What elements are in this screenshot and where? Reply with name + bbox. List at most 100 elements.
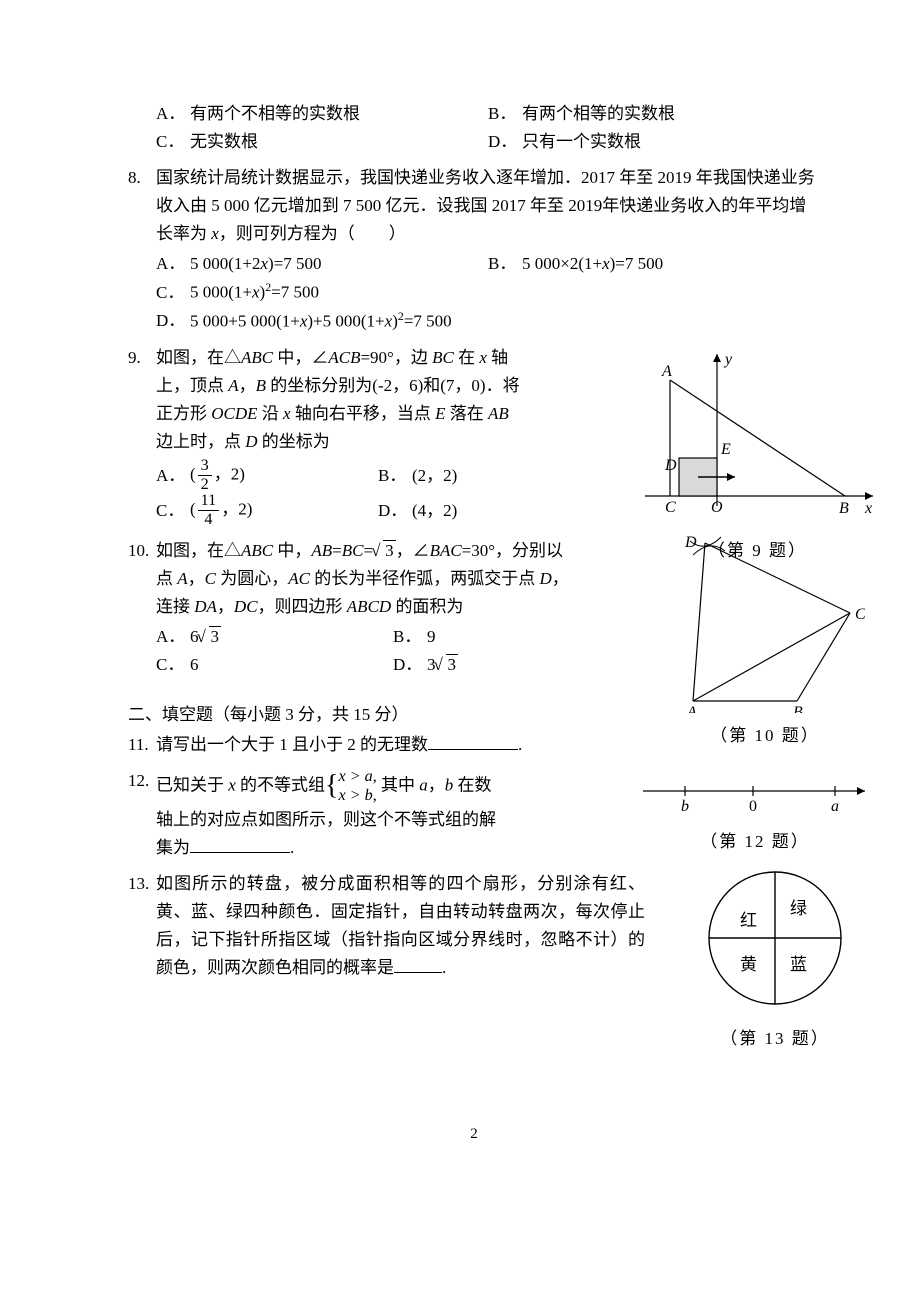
q7-option-d: D．只有一个实数根 bbox=[488, 128, 820, 156]
option-text: (32，2) bbox=[190, 458, 245, 493]
q9-line1: 如图，在△ABC 中，∠ACB=90°，边 BC 在 x 轴 bbox=[156, 344, 600, 372]
page-number: 2 bbox=[128, 1122, 820, 1147]
option-letter: A． bbox=[156, 623, 190, 651]
option-text: 63 bbox=[190, 623, 221, 651]
svg-text:B: B bbox=[839, 500, 849, 517]
option-letter: B． bbox=[393, 623, 427, 651]
option-text: (2，2) bbox=[412, 462, 457, 490]
q10-line1: 如图，在△ABC 中，AB=BC=3，∠BAC=30°，分别以 bbox=[156, 537, 630, 565]
option-text: 5 000×2(1+x)=7 500 bbox=[522, 250, 663, 278]
option-letter: C． bbox=[156, 497, 190, 525]
q8-option-a: A．5 000(1+2x)=7 500 bbox=[156, 250, 488, 278]
option-text: 有两个不相等的实数根 bbox=[190, 100, 360, 128]
option-text: (4，2) bbox=[412, 497, 457, 525]
svg-text:D: D bbox=[684, 534, 697, 551]
q8-option-c: C．5 000(1+x)2=7 500 bbox=[156, 278, 488, 307]
svg-text:E: E bbox=[720, 441, 731, 458]
q9-line2: 上，顶点 A，B 的坐标分别为(-2，6)和(7，0)．将 bbox=[156, 372, 600, 400]
q12-line2: 轴上的对应点如图所示，则这个不等式组的解 bbox=[156, 806, 590, 834]
option-letter: D． bbox=[393, 651, 427, 679]
q12-svg: b 0 a bbox=[635, 777, 875, 819]
svg-text:D: D bbox=[664, 457, 677, 474]
option-text: 33 bbox=[427, 651, 458, 679]
svg-text:b: b bbox=[681, 798, 689, 815]
q10-line2: 点 A，C 为圆心，AC 的长为半径作弧，两弧交于点 D， bbox=[156, 565, 630, 593]
svg-text:0: 0 bbox=[749, 798, 757, 815]
q11-end: . bbox=[518, 735, 522, 754]
question-number: 13. bbox=[128, 870, 156, 898]
svg-text:a: a bbox=[831, 798, 839, 815]
option-letter: D． bbox=[378, 497, 412, 525]
q10-option-a: A．63 bbox=[156, 623, 393, 651]
q12-line1: 已知关于 x 的不等式组{x > a,x > b, 其中 a，b 在数 bbox=[156, 767, 590, 806]
option-text: 只有一个实数根 bbox=[522, 128, 641, 156]
q10-caption: （第 10 题） bbox=[665, 722, 865, 750]
option-text: 5 000(1+x)2=7 500 bbox=[190, 278, 319, 307]
option-text: 无实数根 bbox=[190, 128, 258, 156]
option-letter: A． bbox=[156, 100, 190, 128]
question-number: 11. bbox=[128, 731, 156, 759]
option-letter: C． bbox=[156, 279, 190, 307]
q10-svg: D C A B bbox=[665, 533, 865, 713]
svg-text:C: C bbox=[665, 499, 676, 516]
question-number: 8. bbox=[128, 164, 156, 192]
q13-caption: （第 13 题） bbox=[690, 1025, 860, 1053]
option-letter: C． bbox=[156, 128, 190, 156]
option-text: 6 bbox=[190, 651, 199, 679]
option-letter: B． bbox=[378, 462, 412, 490]
option-text: 有两个相等的实数根 bbox=[522, 100, 675, 128]
question-number: 9. bbox=[128, 344, 156, 372]
q10-option-c: C．6 bbox=[156, 651, 393, 679]
option-letter: C． bbox=[156, 651, 190, 679]
q8-text: 国家统计局统计数据显示，我国快递业务收入逐年增加．2017 年至 2019 年我… bbox=[156, 168, 815, 243]
option-letter: A． bbox=[156, 250, 190, 278]
q7-option-c: C．无实数根 bbox=[156, 128, 488, 156]
q9-svg: y A E D C O B x bbox=[635, 348, 880, 528]
svg-text:红: 红 bbox=[740, 911, 757, 930]
q13-svg: 红 绿 黄 蓝 bbox=[690, 866, 860, 1016]
q9-option-b: B．(2，2) bbox=[378, 458, 600, 493]
q12-caption: （第 12 题） bbox=[635, 828, 875, 856]
question-12: b 0 a （第 12 题） 12. 已知关于 x 的不等式组{x > a,x … bbox=[128, 767, 820, 862]
q10-option-b: B．9 bbox=[393, 623, 630, 651]
question-number: 10. bbox=[128, 537, 156, 565]
question-7-options: A．有两个不相等的实数根 B．有两个相等的实数根 C．无实数根 D．只有一个实数… bbox=[128, 100, 820, 156]
svg-text:B: B bbox=[793, 704, 803, 713]
q10-figure: D C A B （第 10 题） bbox=[665, 533, 865, 750]
svg-text:黄: 黄 bbox=[740, 955, 757, 974]
option-text: 5 000+5 000(1+x)+5 000(1+x)2=7 500 bbox=[190, 307, 452, 336]
question-13: 红 绿 黄 蓝 （第 13 题） 13. 如图所示的转盘，被分成面积相等的四个扇… bbox=[128, 870, 820, 982]
option-letter: B． bbox=[488, 250, 522, 278]
blank-line bbox=[428, 749, 518, 750]
blank-line bbox=[394, 972, 442, 973]
question-8: 8. 国家统计局统计数据显示，我国快递业务收入逐年增加．2017 年至 2019… bbox=[128, 164, 820, 336]
option-text: 9 bbox=[427, 623, 436, 651]
option-letter: D． bbox=[156, 307, 190, 335]
svg-text:蓝: 蓝 bbox=[790, 955, 807, 974]
q8-option-d: D．5 000+5 000(1+x)+5 000(1+x)2=7 500 bbox=[156, 307, 581, 336]
q7-option-a: A．有两个不相等的实数根 bbox=[156, 100, 488, 128]
q10-option-d: D．33 bbox=[393, 651, 630, 679]
option-text: (114，2) bbox=[190, 493, 252, 528]
q12-figure: b 0 a （第 12 题） bbox=[635, 777, 875, 856]
question-number: 12. bbox=[128, 767, 156, 795]
svg-text:y: y bbox=[723, 351, 733, 368]
q11-text: 请写出一个大于 1 且小于 2 的无理数 bbox=[156, 735, 428, 754]
svg-text:绿: 绿 bbox=[790, 899, 807, 918]
q9-option-d: D．(4，2) bbox=[378, 493, 600, 528]
q9-line3: 正方形 OCDE 沿 x 轴向右平移，当点 E 落在 AB bbox=[156, 400, 600, 428]
option-letter: B． bbox=[488, 100, 522, 128]
svg-text:C: C bbox=[855, 606, 865, 623]
svg-text:O: O bbox=[711, 499, 723, 516]
option-letter: D． bbox=[488, 128, 522, 156]
svg-text:x: x bbox=[864, 500, 872, 517]
blank-line bbox=[190, 852, 290, 853]
q7-option-b: B．有两个相等的实数根 bbox=[488, 100, 820, 128]
option-text: 5 000(1+2x)=7 500 bbox=[190, 250, 322, 278]
q9-option-a: A．(32，2) bbox=[156, 458, 378, 493]
q12-line3: 集为. bbox=[156, 834, 590, 862]
q13-text: 如图所示的转盘，被分成面积相等的四个扇形，分别涂有红、黄、蓝、绿四种颜色．固定指… bbox=[156, 874, 645, 977]
svg-text:A: A bbox=[686, 704, 697, 713]
option-letter: A． bbox=[156, 462, 190, 490]
q10-line3: 连接 DA，DC，则四边形 ABCD 的面积为 bbox=[156, 593, 630, 621]
